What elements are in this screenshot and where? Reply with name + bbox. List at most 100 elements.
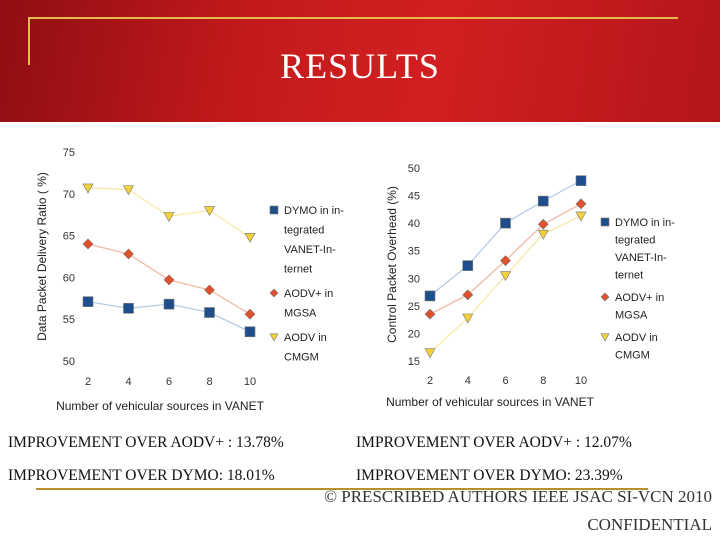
copyright-notice: © PRESCRIBED AUTHORS IEEE JSAC SI-VCN 20… [324, 487, 712, 506]
y-tick-label: 55 [63, 314, 75, 326]
legend-label: DYMO in in- [284, 205, 344, 217]
legend-label: MGSA [615, 310, 648, 322]
legend-label: AODV in [615, 332, 658, 344]
data-point [424, 308, 436, 320]
legend-label: VANET-In- [615, 252, 667, 264]
legend-marker [269, 205, 279, 215]
y-tick-label: 45 [408, 191, 420, 203]
y-tick-label: 40 [408, 218, 420, 230]
legend-label: tegrated [284, 225, 324, 237]
legend-marker [600, 333, 610, 342]
legend-marker [600, 217, 610, 227]
data-point [500, 255, 511, 267]
data-point [204, 284, 215, 296]
data-point [244, 232, 256, 243]
left-improvement-aodv: IMPROVEMENT OVER AODV+ : 13.78% [8, 434, 284, 451]
slide-title: RESULTS [280, 46, 440, 86]
data-point [575, 198, 587, 210]
legend-label: tegrated [615, 235, 655, 247]
y-tick-label: 75 [63, 147, 75, 159]
series-2 [82, 183, 256, 243]
data-point [499, 271, 512, 282]
x-tick-label: 8 [540, 375, 546, 387]
data-point [244, 326, 256, 338]
x-tick-label: 10 [244, 376, 256, 388]
banner-accent-line [28, 17, 678, 19]
x-axis-label: Number of vehicular sources in VANET [386, 395, 595, 409]
y-tick-label: 35 [408, 246, 420, 258]
x-tick-label: 2 [427, 375, 433, 387]
data-point [462, 289, 474, 301]
x-tick-label: 6 [502, 375, 508, 387]
title-banner: RESULTS [0, 0, 720, 122]
control-overhead-chart: 15 20 25 30 35 40 45 50 2 4 6 8 10 Number of vehicula… [382, 155, 718, 425]
x-tick-label: 4 [125, 376, 131, 388]
legend-marker [600, 292, 610, 302]
legend-label: AODV+ in [284, 288, 333, 300]
legend-label: DYMO in in- [615, 217, 675, 229]
data-point [537, 195, 549, 207]
data-point [122, 185, 135, 196]
data-point [537, 218, 549, 230]
y-tick-label: 20 [408, 328, 420, 340]
y-axis-label: Data Packet Delivery Ratio ( %) [35, 172, 49, 341]
y-tick-label: 60 [63, 272, 75, 284]
data-point [204, 307, 215, 318]
data-point [82, 238, 94, 250]
data-point [424, 290, 436, 302]
legend-label: CMGM [615, 350, 650, 362]
data-point [462, 260, 474, 271]
legend-label: AODV+ in [615, 292, 664, 304]
delivery-ratio-chart: 50 55 60 65 70 75 2 4 6 8 10 Number of vehicular so… [34, 140, 370, 426]
data-point [123, 303, 134, 314]
right-improvement-dymo: IMPROVEMENT OVER DYMO: 23.39% [356, 467, 623, 484]
data-point [163, 212, 175, 222]
legend-label: ternet [615, 270, 643, 282]
data-point [462, 313, 474, 324]
series-1 [424, 198, 587, 320]
legend-marker [269, 333, 279, 342]
x-axis-label: Number of vehicular sources in VANET [56, 399, 265, 413]
y-tick-label: 50 [63, 356, 75, 368]
chart-svg: 15 20 25 30 35 40 45 50 2 4 6 8 10 Number of vehicula… [385, 163, 675, 409]
data-point [82, 183, 94, 194]
banner-accent-bracket [28, 17, 30, 65]
series-1 [82, 238, 256, 320]
y-tick-label: 70 [63, 189, 75, 201]
data-point [123, 248, 134, 260]
series-2 [424, 211, 587, 359]
data-point [244, 308, 256, 320]
data-point [203, 206, 216, 217]
data-point [537, 229, 549, 240]
y-tick-label: 15 [408, 356, 420, 368]
data-point [82, 296, 94, 307]
x-tick-label: 2 [85, 376, 91, 388]
series-0 [424, 175, 587, 302]
data-point [500, 217, 511, 229]
y-tick-label: 65 [63, 231, 75, 243]
footer-rule [36, 488, 648, 490]
data-point [163, 274, 175, 286]
legend-label: VANET-In- [284, 244, 336, 256]
data-point [163, 298, 175, 310]
y-tick-label: 30 [408, 273, 420, 285]
legend-label: CMGM [284, 352, 319, 364]
x-tick-label: 10 [575, 375, 587, 387]
data-point [575, 175, 587, 186]
x-tick-label: 4 [465, 375, 471, 387]
left-improvement-dymo: IMPROVEMENT OVER DYMO: 18.01% [8, 467, 275, 484]
series-line [429, 215, 582, 354]
legend-label: AODV in [284, 332, 327, 344]
chart-svg: 50 55 60 65 70 75 2 4 6 8 10 Number of vehicular so… [35, 147, 344, 413]
x-tick-label: 6 [166, 376, 172, 388]
legend-label: ternet [284, 264, 312, 276]
data-point [424, 348, 436, 359]
legend-label: MGSA [284, 308, 317, 320]
y-axis-label: Control Packet Overhead (%) [385, 186, 399, 343]
y-tick-label: 50 [408, 163, 420, 175]
legend-marker [269, 288, 279, 298]
right-improvement-aodv: IMPROVEMENT OVER AODV+ : 12.07% [356, 434, 632, 451]
confidential-label: CONFIDENTIAL [587, 515, 712, 534]
x-tick-label: 8 [206, 376, 212, 388]
y-tick-label: 25 [408, 301, 420, 313]
